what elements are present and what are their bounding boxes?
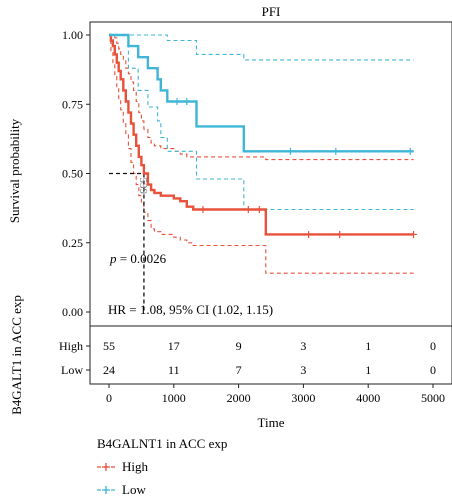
risk-count: 17: [168, 339, 180, 353]
censor-mark-high-0: [199, 206, 207, 214]
ci-upper-low: [109, 34, 414, 61]
hazard-ratio: HR = 1.08, 95% CI (1.02, 1.15): [108, 302, 273, 317]
risk-row-label: Low: [61, 363, 83, 377]
risk-count: 0: [430, 339, 436, 353]
median-lines: [109, 172, 145, 312]
p-value: p = 0.0026: [109, 251, 167, 266]
p-value-prefix: p: [109, 251, 117, 266]
legend: High Low: [97, 459, 149, 497]
risk-count: 3: [300, 339, 306, 353]
ci-upper-high: [109, 34, 414, 161]
risk-count: 9: [236, 339, 242, 353]
y-tick-label: 0.75: [62, 97, 83, 111]
risk-count: 7: [236, 363, 242, 377]
ci-lower-high: [109, 34, 414, 274]
censor-marks: [173, 97, 418, 238]
y-tick-label: 0.50: [62, 167, 83, 181]
risk-count: 11: [168, 363, 180, 377]
x-axis: 0 1000 2000 3000 4000 5000: [106, 384, 445, 405]
median-label: 539: [137, 178, 149, 195]
x-tick-label: 5000: [421, 391, 445, 405]
censor-mark-low-1: [183, 97, 191, 105]
risk-count: 1: [365, 339, 371, 353]
legend-swatch-cross-low: [102, 486, 110, 494]
legend-swatch-cross-high: [102, 463, 110, 471]
x-tick-label: 4000: [356, 391, 380, 405]
x-tick-label: 3000: [291, 391, 315, 405]
risk-table-panel: [89, 325, 452, 385]
censor-mark-high-5: [410, 230, 418, 238]
risk-table: High 55 17 9 3 1 0 Low 24 11 7 3 1 0: [59, 339, 436, 377]
risk-count: 55: [103, 339, 115, 353]
legend-label-low: Low: [122, 482, 146, 497]
censor-mark-low-0: [173, 97, 181, 105]
censor-mark-high-3: [305, 230, 313, 238]
y-axis: 0.00 0.25 0.50 0.75 1.00: [62, 28, 90, 319]
risk-table-title: B4GALT1 in ACC exp: [9, 295, 24, 415]
x-tick-label: 1000: [162, 391, 186, 405]
censor-mark-low-2: [286, 147, 294, 155]
risk-count: 0: [430, 363, 436, 377]
censor-mark-high-2: [255, 206, 263, 214]
x-axis-label: Time: [258, 415, 285, 430]
x-tick-label: 0: [106, 391, 112, 405]
y-tick-label: 0.25: [62, 236, 83, 250]
censor-mark-low-3: [332, 147, 340, 155]
censor-mark-high-1: [244, 206, 252, 214]
ci-lower-low: [109, 34, 414, 211]
x-tick-label: 2000: [227, 391, 251, 405]
censor-mark-high-4: [336, 230, 344, 238]
survival-curve-high: [109, 33, 414, 236]
risk-count: 1: [365, 363, 371, 377]
risk-row-label: High: [59, 339, 83, 353]
survival-curve-low: [109, 33, 414, 153]
y-tick-label: 1.00: [62, 28, 83, 42]
chart-title: PFI: [262, 4, 281, 19]
y-tick-label: 0.00: [62, 305, 83, 319]
survival-curves: [109, 33, 414, 236]
legend-label-high: High: [122, 459, 149, 474]
p-value-value: = 0.0026: [117, 251, 167, 266]
risk-count: 3: [300, 363, 306, 377]
risk-count: 24: [103, 363, 115, 377]
censor-mark-low-4: [406, 147, 414, 155]
confidence-bands: [109, 34, 414, 274]
legend-title: B4GALNT1 in ACC exp: [97, 436, 227, 451]
y-axis-label: Survival probability: [7, 118, 22, 223]
